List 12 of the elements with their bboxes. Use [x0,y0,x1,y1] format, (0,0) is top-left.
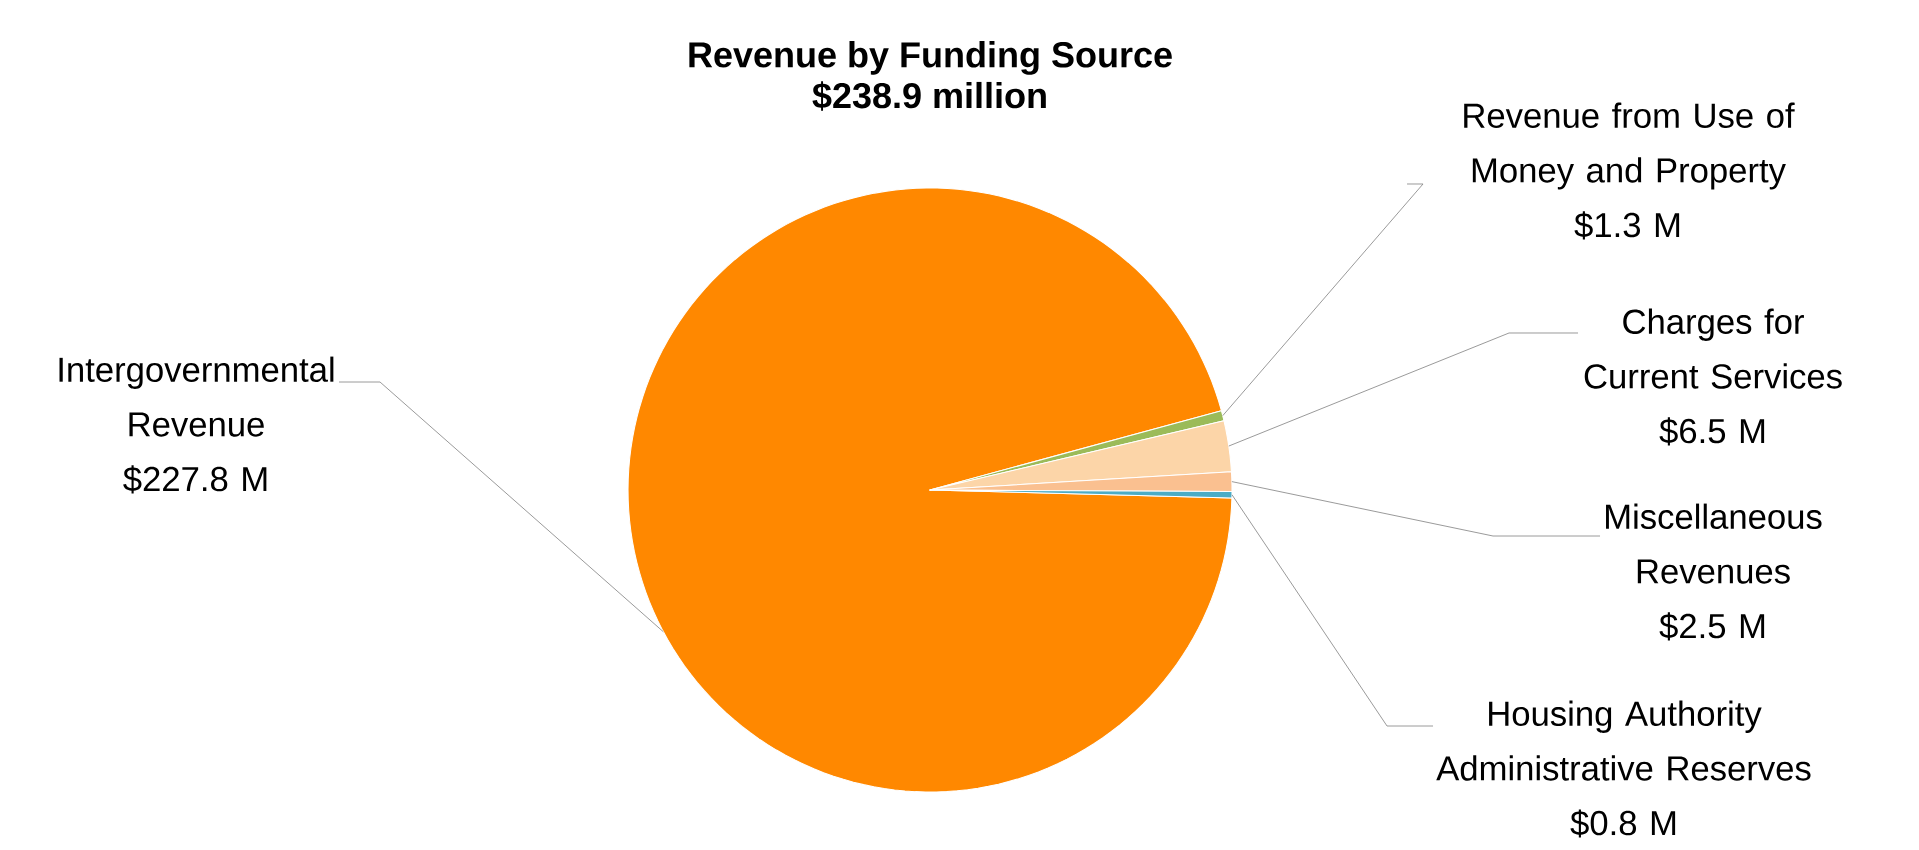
data-label: $2.5 M [1659,612,1765,641]
data-label: $227.8 M [123,465,267,494]
data-label: $0.8 M [1570,809,1676,838]
slice-label: Housing Authority Administrative Reserves [1436,700,1811,781]
chart-subtitle: $238.9 million [812,81,1046,111]
slice-label: Intergovernmental Revenue [59,356,334,437]
slice-label: Miscellaneous Revenues [1606,503,1822,584]
data-label: $6.5 M [1659,417,1765,446]
chart-title: Revenue by Funding Source [689,41,1172,75]
data-label: $1.3 M [1574,211,1680,240]
slice-label: Revenue from Use of Money and Property [1464,102,1795,190]
slice-label: Charges for Current Services [1584,308,1842,389]
